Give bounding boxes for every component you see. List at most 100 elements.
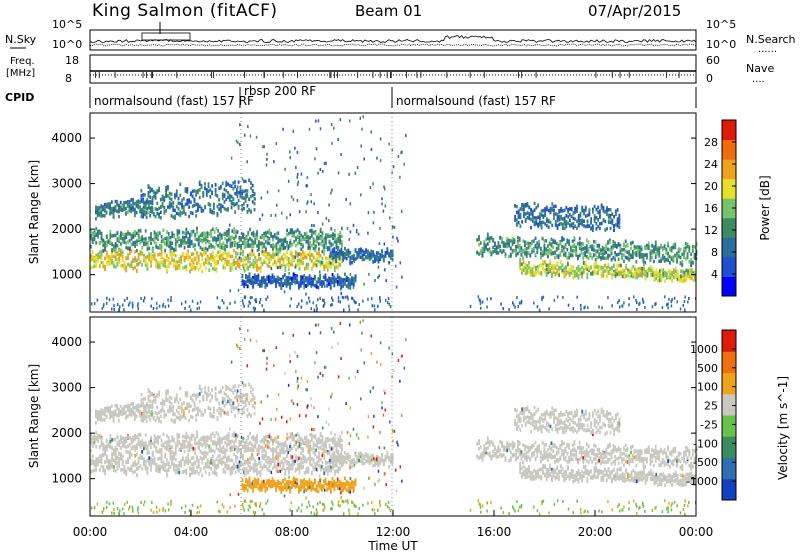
power-cell	[517, 236, 519, 240]
velocity-cell	[267, 456, 269, 460]
power-cell	[199, 188, 201, 192]
velocity-cell	[157, 468, 159, 472]
power-cell	[485, 244, 487, 248]
power-cell	[568, 239, 570, 243]
power-cell	[358, 233, 360, 236]
velocity-cell	[115, 460, 117, 464]
colorbar-swatch	[722, 237, 736, 257]
velocity-cell	[182, 457, 184, 461]
power-cell	[120, 252, 122, 256]
power-cell	[224, 232, 226, 236]
power-cell	[535, 253, 537, 257]
power-cell	[299, 262, 301, 266]
power-cell	[546, 224, 548, 228]
velocity-cell	[113, 459, 115, 463]
power-cell	[231, 206, 233, 210]
power-cell	[645, 276, 647, 280]
power-cell	[671, 304, 673, 307]
power-cell	[685, 269, 687, 273]
power-cell	[688, 249, 690, 253]
power-cell	[339, 257, 341, 261]
power-cell	[194, 243, 196, 247]
power-cell	[189, 256, 191, 259]
power-cell	[485, 238, 487, 242]
velocity-cell	[240, 462, 242, 466]
power-cell	[165, 189, 167, 193]
velocity-cell	[230, 467, 232, 471]
power-cell	[100, 211, 102, 215]
power-cell	[542, 214, 544, 218]
power-cell	[210, 243, 212, 247]
power-cell	[254, 241, 256, 245]
power-cell	[384, 243, 386, 246]
power-cell	[261, 196, 263, 199]
power-cell	[339, 231, 341, 235]
power-cell	[578, 269, 580, 273]
power-cell	[198, 261, 200, 265]
power-cell	[297, 183, 299, 186]
power-cell	[661, 279, 663, 283]
power-cell	[173, 264, 175, 268]
power-cell	[570, 253, 572, 257]
power-cell	[526, 264, 528, 268]
power-cell	[99, 264, 101, 268]
power-cell	[153, 307, 155, 310]
power-cell	[192, 212, 194, 216]
velocity-cell	[274, 457, 276, 461]
power-cell	[187, 245, 189, 249]
power-cell	[171, 251, 173, 255]
velocity-cell	[194, 471, 196, 475]
power-cell	[535, 244, 537, 248]
power-cell	[254, 192, 256, 196]
power-cell	[557, 226, 559, 230]
power-cell	[178, 212, 180, 216]
power-cell	[536, 247, 538, 251]
power-cell	[260, 269, 262, 273]
power-cell	[529, 253, 531, 257]
power-cell	[217, 260, 219, 264]
power-cell	[368, 273, 370, 276]
power-cell	[210, 263, 212, 267]
power-cell	[605, 256, 607, 260]
power-cell	[620, 271, 622, 275]
power-cell	[134, 258, 136, 262]
power-cell	[166, 240, 168, 244]
power-cell	[569, 219, 571, 223]
power-cell	[131, 264, 133, 268]
power-cell	[632, 273, 634, 277]
power-cell	[145, 260, 147, 264]
power-cell	[323, 299, 325, 302]
power-cell	[552, 251, 554, 255]
power-cell	[290, 259, 292, 263]
power-cell	[189, 270, 191, 274]
power-cell	[582, 247, 584, 251]
power-cell	[561, 236, 563, 240]
power-cell	[343, 296, 345, 299]
power-cell	[611, 249, 613, 253]
power-cell	[350, 273, 352, 276]
power-cell	[328, 203, 330, 206]
power-cell	[367, 298, 369, 301]
velocity-cell	[274, 461, 276, 465]
power-cell	[150, 305, 152, 308]
power-cell	[604, 220, 606, 224]
power-cell	[95, 227, 97, 231]
power-cell	[664, 244, 666, 248]
power-cell	[360, 256, 362, 260]
power-cell	[219, 255, 221, 259]
power-cell	[316, 280, 318, 284]
power-cell	[104, 207, 106, 211]
power-cell	[593, 268, 595, 272]
velocity-cell	[198, 465, 200, 469]
power-cell	[293, 234, 295, 238]
power-cell	[206, 191, 208, 195]
power-cell	[244, 242, 246, 246]
power-cell	[335, 280, 337, 284]
power-cell	[377, 276, 379, 279]
power-cell	[348, 286, 350, 290]
velocity-cell	[230, 472, 232, 476]
power-cell	[134, 250, 136, 254]
power-cell	[208, 268, 210, 272]
power-cell	[193, 252, 195, 256]
